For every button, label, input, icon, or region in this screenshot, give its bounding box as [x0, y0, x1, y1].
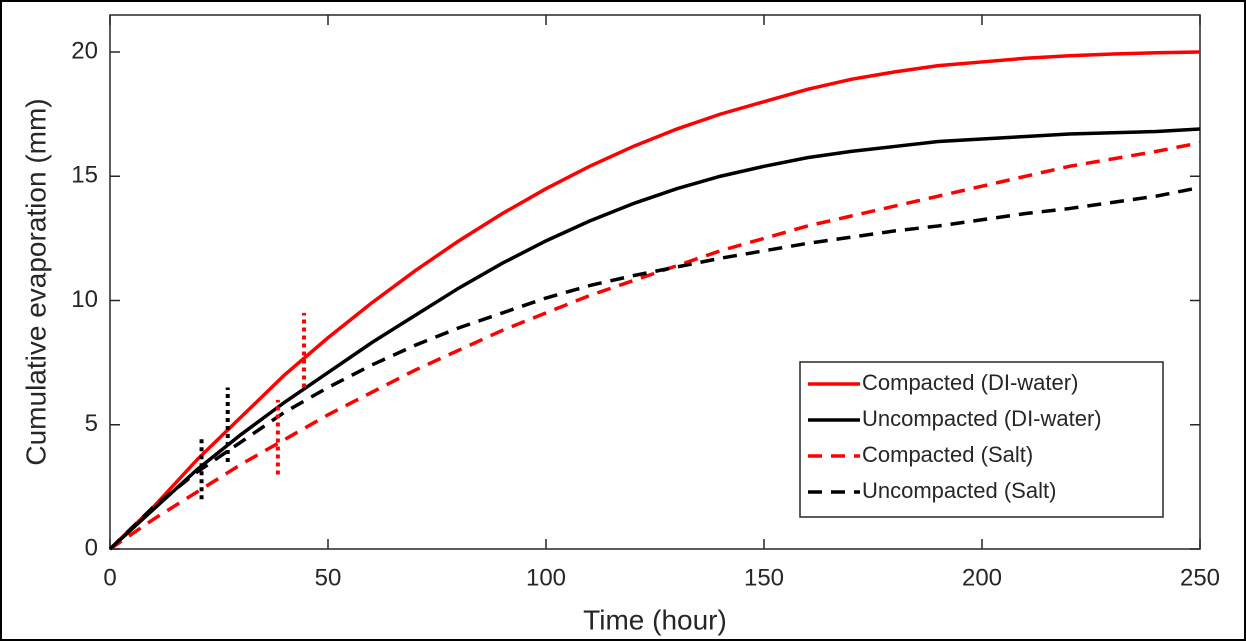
- x-axis-label: Time (hour): [583, 604, 727, 635]
- y-tick-label: 10: [71, 286, 98, 313]
- x-tick-label: 200: [962, 564, 1002, 591]
- x-tick-label: 150: [744, 564, 784, 591]
- y-tick-label: 0: [85, 534, 98, 561]
- legend-label: Uncompacted (DI-water): [862, 406, 1102, 431]
- y-tick-label: 15: [71, 162, 98, 189]
- series-line: [108, 127, 1201, 551]
- x-tick-label: 0: [103, 564, 116, 591]
- legend-box: [799, 361, 1164, 518]
- legend-label: Compacted (DI-water): [862, 370, 1078, 395]
- y-axis-label: Cumulative evaporation (mm): [20, 98, 51, 465]
- series-line: [108, 185, 1201, 551]
- x-tick-label: 250: [1180, 564, 1220, 591]
- series-line: [108, 50, 1201, 551]
- y-tick-label: 5: [85, 410, 98, 437]
- legend-label: Compacted (Salt): [862, 442, 1033, 467]
- x-tick-label: 50: [315, 564, 342, 591]
- legend-label: Uncompacted (Salt): [862, 478, 1056, 503]
- series-line: [109, 140, 1201, 551]
- x-tick-label: 100: [526, 564, 566, 591]
- y-tick-label: 20: [71, 37, 98, 64]
